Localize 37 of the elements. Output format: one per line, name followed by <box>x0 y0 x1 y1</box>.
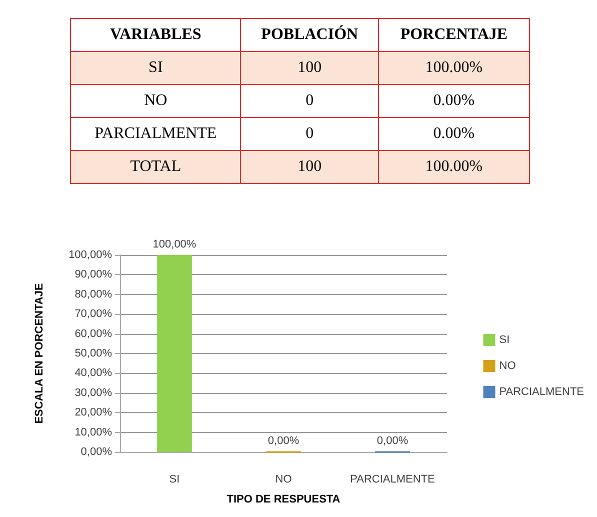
text: 100 <box>240 52 378 84</box>
text: 100 <box>240 150 378 184</box>
y-tick-label: 90,00% <box>74 268 112 281</box>
y-tick-label: 20,00% <box>74 406 112 419</box>
x-tick-label: NO <box>275 474 292 486</box>
data-label: 0,00% <box>376 434 408 447</box>
x-tick-label: SI <box>169 474 180 486</box>
y-axis-title: ESCALA EN PORCENTAJE <box>34 283 46 424</box>
text: 0 <box>240 84 378 118</box>
x-axis-title: TIPO DE RESPUESTA <box>226 494 340 506</box>
text: 0 <box>240 118 378 150</box>
text: SI <box>70 52 241 84</box>
text: PARCIALMENTE <box>70 118 241 150</box>
text: PORCENTAJE <box>378 18 530 52</box>
text: VARIABLES <box>70 18 241 52</box>
y-tick-label: 30,00% <box>74 386 112 399</box>
text: NO <box>70 84 241 118</box>
text: TOTAL <box>70 150 241 184</box>
legend-label: NO <box>499 360 516 372</box>
y-tick-label: 80,00% <box>74 288 112 300</box>
y-tick-label: 60,00% <box>74 328 112 340</box>
text: POBLACIÓN <box>240 18 378 52</box>
y-tick-label: 70,00% <box>74 308 112 320</box>
text: 100.00% <box>378 52 530 84</box>
y-tick-label: 10,00% <box>74 426 112 438</box>
legend-label: SI <box>499 334 510 346</box>
y-tick-label: 50,00% <box>74 348 112 360</box>
x-tick-label: PARCIALMENTE <box>350 474 435 486</box>
legend-label: PARCIALMENTE <box>499 386 584 398</box>
y-tick-label: 100,00% <box>68 249 112 261</box>
y-tick-label: 40,00% <box>74 367 112 380</box>
y-tick-label: 0,00% <box>80 446 112 458</box>
text: 0.00% <box>378 84 530 118</box>
data-label: 0,00% <box>268 434 300 447</box>
text: 0.00% <box>378 118 530 150</box>
text: 100.00% <box>378 150 530 184</box>
data-label: 100,00% <box>152 238 196 250</box>
